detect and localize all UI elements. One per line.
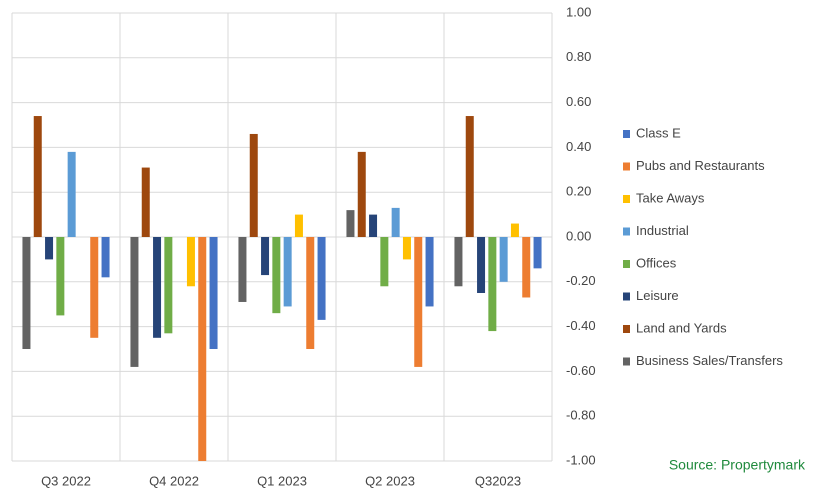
legend-label: Class E xyxy=(636,125,681,140)
bar xyxy=(198,237,207,461)
y-tick-label: 0.00 xyxy=(566,228,591,243)
bar xyxy=(56,237,65,316)
y-tick-label: 1.00 xyxy=(566,4,591,19)
bar xyxy=(283,237,292,307)
bar xyxy=(153,237,162,338)
bar xyxy=(45,237,54,260)
source-annotation: Source: Propertymark xyxy=(669,457,806,473)
bar xyxy=(294,214,303,237)
bar xyxy=(425,237,434,307)
x-tick-label: Q2 2023 xyxy=(365,473,415,488)
bar xyxy=(261,237,270,276)
bar xyxy=(209,237,218,349)
legend-swatch xyxy=(623,227,630,236)
y-tick-label: 0.20 xyxy=(566,184,591,199)
bar xyxy=(306,237,315,349)
legend-label: Offices xyxy=(636,255,677,270)
bar xyxy=(90,237,99,338)
legend-swatch xyxy=(623,260,630,268)
bar xyxy=(465,116,474,237)
y-tick-label: 0.60 xyxy=(566,94,591,109)
legend-label: Industrial xyxy=(636,223,689,238)
bar xyxy=(533,237,542,269)
bar xyxy=(369,214,378,237)
y-tick-label: 0.80 xyxy=(566,49,591,64)
bar xyxy=(499,237,508,282)
bar xyxy=(249,133,258,237)
bar xyxy=(477,237,486,293)
bar xyxy=(186,237,195,287)
bar xyxy=(272,237,281,314)
x-tick-label: Q3 2022 xyxy=(41,473,91,488)
bar xyxy=(22,237,31,349)
bar xyxy=(522,237,531,298)
legend-swatch xyxy=(623,162,630,171)
y-tick-label: -0.80 xyxy=(566,408,596,423)
bar xyxy=(164,237,173,334)
legend-swatch xyxy=(623,292,630,301)
y-tick-label: -0.20 xyxy=(566,273,596,288)
bar xyxy=(33,116,42,237)
x-tick-label: Q1 2023 xyxy=(257,473,307,488)
y-tick-label: 0.40 xyxy=(566,139,591,154)
bar xyxy=(141,167,150,237)
bar xyxy=(414,237,423,367)
legend-swatch xyxy=(623,195,630,203)
legend-label: Business Sales/Transfers xyxy=(636,353,783,368)
x-tick-label: Q4 2022 xyxy=(149,473,199,488)
bar xyxy=(402,237,411,260)
bar xyxy=(510,223,519,237)
bar xyxy=(130,237,139,367)
bar xyxy=(101,237,110,278)
legend-label: Pubs and Restaurants xyxy=(636,158,765,173)
legend-label: Land and Yards xyxy=(636,320,727,335)
x-tick-label: Q32023 xyxy=(475,473,521,488)
legend-swatch xyxy=(623,130,630,138)
bar xyxy=(380,237,389,287)
bar xyxy=(454,237,463,287)
bar xyxy=(317,237,326,320)
bar xyxy=(67,151,76,237)
legend-label: Take Aways xyxy=(636,190,705,205)
bar xyxy=(391,207,400,237)
bar xyxy=(238,237,247,302)
y-tick-label: -0.60 xyxy=(566,363,596,378)
y-tick-label: -0.40 xyxy=(566,318,596,333)
bar xyxy=(488,237,497,332)
bar xyxy=(346,210,355,237)
legend-swatch xyxy=(623,357,630,366)
bar xyxy=(357,151,366,237)
legend-label: Leisure xyxy=(636,288,679,303)
legend-swatch xyxy=(623,325,630,333)
y-tick-label: -1.00 xyxy=(566,452,596,467)
